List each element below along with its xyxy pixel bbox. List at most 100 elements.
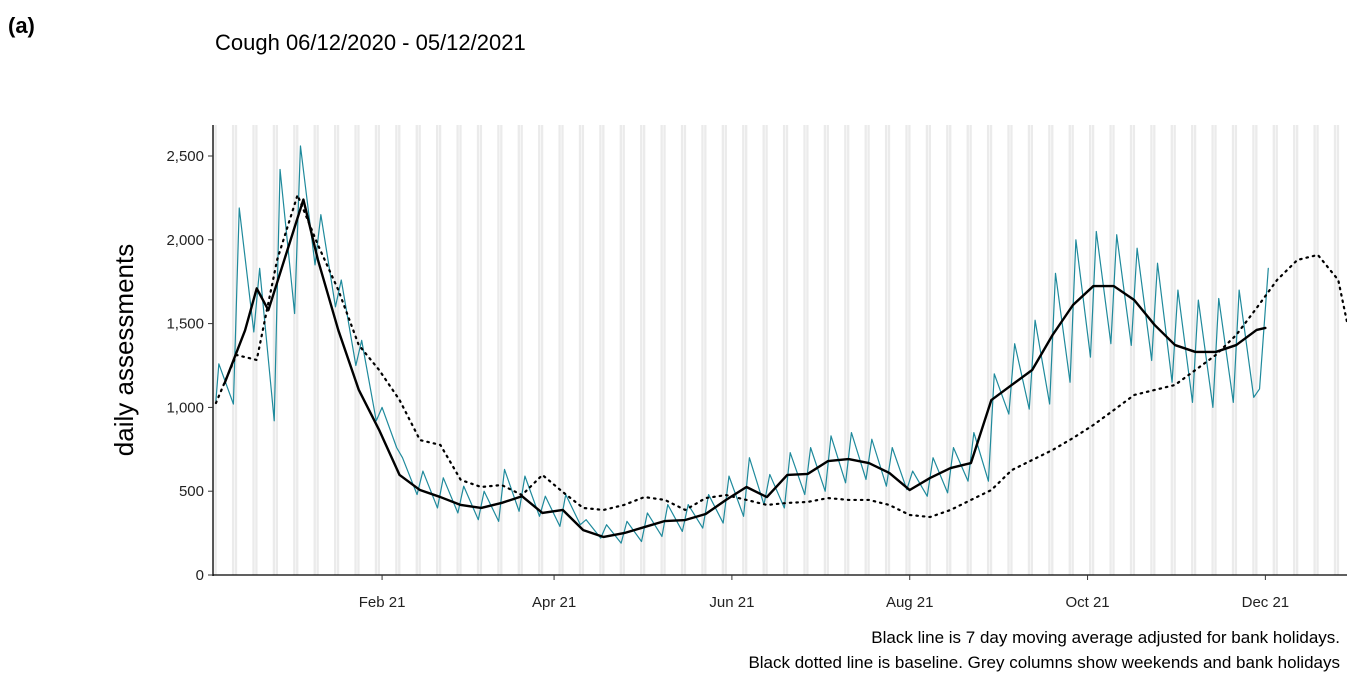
weekend-column [520, 125, 523, 575]
weekend-column [1153, 125, 1156, 575]
note: Black line is 7 day moving average adjus… [871, 628, 1340, 647]
weekend-column [538, 125, 541, 575]
weekend-column [255, 125, 258, 575]
weekend-column [316, 125, 319, 575]
weekend-column [398, 125, 401, 575]
weekend-column [395, 125, 398, 575]
weekend-column [578, 125, 582, 575]
weekend-column [1129, 125, 1133, 575]
weekend-column [1275, 125, 1278, 575]
weekend-column [1316, 125, 1319, 575]
weekend-column [517, 125, 520, 575]
weekend-column [989, 125, 993, 575]
weekend-column [333, 125, 337, 575]
weekend-column [724, 125, 727, 575]
weekend-column [293, 125, 296, 575]
weekend-column [1293, 125, 1296, 575]
weekend-column [844, 125, 847, 575]
panel-label: (a) [8, 13, 35, 38]
weekend-column [602, 125, 605, 575]
weekend-column [357, 125, 360, 575]
weekend-column [969, 125, 972, 575]
weekend-column [806, 125, 809, 575]
weekend-column [1048, 125, 1051, 575]
note: Black dotted line is baseline. Grey colu… [748, 653, 1340, 672]
weekend-column [986, 125, 990, 575]
weekend-column [1313, 125, 1316, 575]
series-line [223, 198, 1267, 539]
weekend-column [418, 125, 421, 575]
baseline-line [214, 193, 1347, 519]
weekend-column [1170, 125, 1173, 575]
weekend-column [823, 125, 827, 575]
weekend-column [479, 125, 483, 575]
weekend-column [1272, 125, 1275, 575]
weekend-column [642, 125, 646, 575]
weekend-column [500, 125, 503, 575]
weekend-column [272, 125, 276, 575]
y-tick-label: 1,500 [166, 316, 204, 333]
x-tick-label: Dec 21 [1242, 594, 1290, 611]
weekend-column [1132, 125, 1136, 575]
y-tick-label: 500 [179, 483, 204, 500]
weekend-column [680, 125, 684, 575]
weekend-column [803, 125, 806, 575]
x-tick-label: Oct 21 [1065, 594, 1109, 611]
weekend-column [660, 125, 663, 575]
weekend-column [745, 125, 748, 575]
weekend-column [558, 125, 561, 575]
weekend-column [966, 125, 969, 575]
weekend-column [252, 125, 255, 575]
weekend-column [456, 125, 459, 575]
y-tick-label: 2,500 [166, 148, 204, 165]
weekend-column [864, 125, 867, 575]
weekend-column [1010, 125, 1013, 575]
weekend-column [415, 125, 418, 575]
y-tick-label: 1,000 [166, 399, 204, 416]
y-tick-label: 0 [196, 567, 204, 584]
weekend-column [1030, 125, 1034, 575]
weekend-column [1150, 125, 1153, 575]
weekend-column [438, 125, 442, 575]
weekend-column [296, 125, 299, 575]
weekend-column [1211, 125, 1214, 575]
x-tick-label: Apr 21 [532, 594, 576, 611]
weekend-column [683, 125, 687, 575]
weekend-column [928, 125, 931, 575]
series-line [215, 145, 1269, 544]
weekend-column [1231, 125, 1235, 575]
weekend-column [1109, 125, 1112, 575]
weekend-column [1255, 125, 1258, 575]
weekend-column [599, 125, 602, 575]
weekend-column [377, 125, 381, 575]
x-tick-label: Feb 21 [359, 594, 406, 611]
weekend-column [762, 125, 765, 575]
weekend-column [354, 125, 357, 575]
weekend-column [1071, 125, 1074, 575]
weekend-column [884, 125, 888, 575]
weekend-column [925, 125, 929, 575]
x-tick-label: Aug 21 [886, 594, 934, 611]
weekend-column [436, 125, 439, 575]
weekend-column [231, 125, 235, 575]
weekend-column [721, 125, 725, 575]
weekend-column [701, 125, 704, 575]
x-tick-label: Jun 21 [709, 594, 754, 611]
weekend-column [946, 125, 949, 575]
weekend-column [867, 125, 870, 575]
weekend-column [619, 125, 622, 575]
weekend-column [497, 125, 500, 575]
weekend-column [581, 125, 585, 575]
y-axis-label: daily assessments [109, 244, 139, 456]
weekend-column [1333, 125, 1337, 575]
y-tick-label: 2,000 [166, 232, 204, 249]
weekend-column [476, 125, 480, 575]
weekend-column [847, 125, 850, 575]
weekend-column [826, 125, 829, 575]
weekend-column [561, 125, 564, 575]
weekend-column [1007, 125, 1010, 575]
weekend-column [640, 125, 643, 575]
weekend-column [336, 125, 340, 575]
weekend-column [234, 125, 238, 575]
